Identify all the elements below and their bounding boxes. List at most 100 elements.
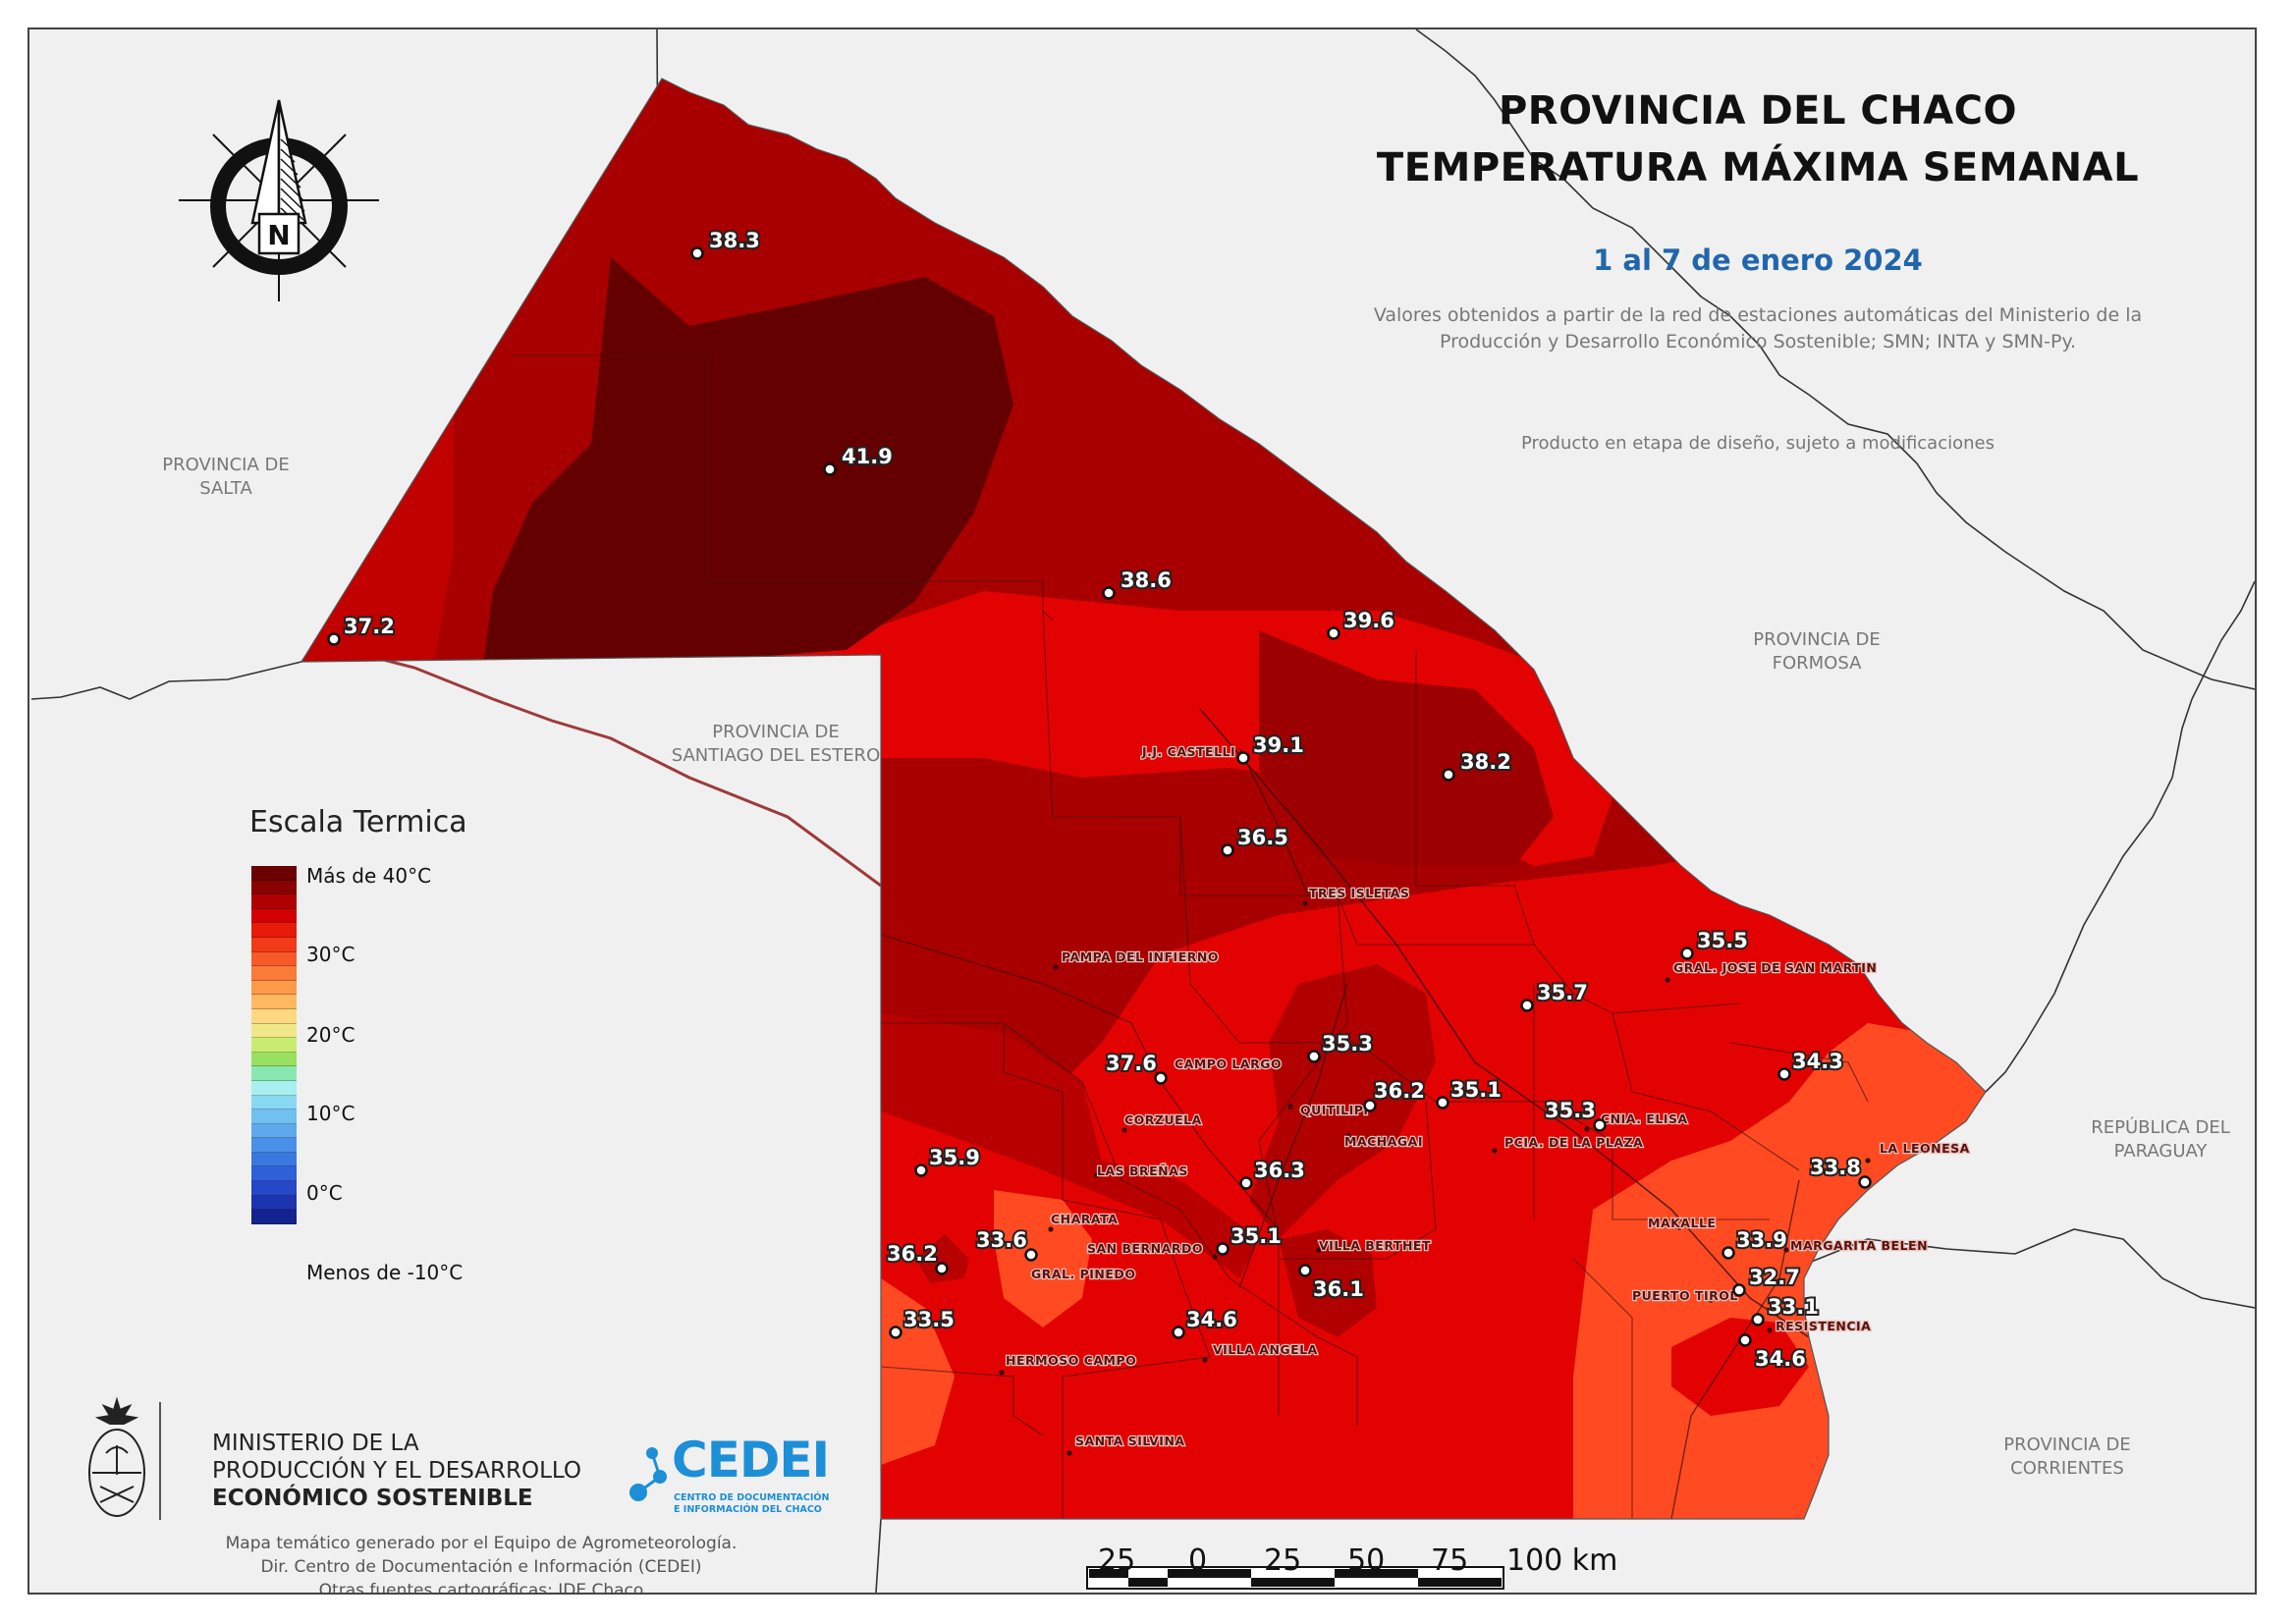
station-marker (1442, 768, 1455, 782)
station-marker (1154, 1071, 1168, 1085)
footer-divider (159, 1402, 161, 1520)
town-label: PAMPA DEL INFIERNO (1062, 949, 1219, 964)
station-marker (1520, 999, 1534, 1012)
town-marker (1767, 1327, 1773, 1333)
station-value-label: 38.2 (1460, 750, 1511, 774)
legend-swatch (251, 1138, 297, 1153)
legend-swatch (251, 951, 297, 967)
title-line-2: TEMPERATURA MÁXIMA SEMANAL (1376, 145, 2140, 190)
station-marker (1722, 1246, 1735, 1260)
town-marker (1492, 1148, 1498, 1154)
town-label: SAN BERNARDO (1087, 1241, 1203, 1256)
legend-swatch (251, 894, 297, 909)
legend-label-0: 0°C (306, 1181, 343, 1205)
town-marker (1345, 1133, 1351, 1139)
station-value-label: 38.3 (709, 229, 760, 252)
north-label: N (267, 219, 290, 251)
town-label: MARGARITA BELEN (1790, 1238, 1928, 1253)
station-marker (823, 462, 837, 476)
town-label: LAS BREÑAS (1097, 1163, 1188, 1178)
station-value-label: 33.5 (903, 1308, 955, 1331)
legend-swatch (251, 995, 297, 1009)
station-value-label: 35.3 (1545, 1099, 1596, 1122)
station-value-label: 35.3 (1322, 1032, 1373, 1055)
station-value-label: 33.1 (1768, 1295, 1819, 1319)
town-label: CAMPO LARGO (1175, 1056, 1282, 1071)
region-corrientes: PROVINCIA DE CORRIENTES (2003, 1434, 2131, 1479)
legend-swatch (251, 1080, 297, 1096)
station-value-label: 41.9 (842, 445, 893, 468)
scale-tick-0: 0 (1188, 1543, 1208, 1578)
station-marker (1216, 1242, 1230, 1256)
station-marker (327, 632, 341, 646)
station-marker (1102, 586, 1116, 600)
scale-bar (1086, 1566, 1504, 1590)
town-label: GRAL. PINEDO (1031, 1267, 1135, 1281)
town-label: QUITILIPI (1300, 1103, 1369, 1117)
town-marker (1121, 1127, 1127, 1133)
legend-swatch (251, 1066, 297, 1081)
map-credits: Mapa temático generado por el Equipo de … (225, 1534, 738, 1595)
town-label: SANTA SILVINA (1075, 1434, 1185, 1448)
town-label: LA LEONESA (1880, 1141, 1970, 1156)
station-marker (1593, 1118, 1607, 1132)
ministry-name: MINISTERIO DE LA PRODUCCIÓN Y EL DESARRO… (212, 1431, 582, 1511)
legend-swatches (251, 866, 297, 1224)
station-value-label: 32.7 (1749, 1266, 1800, 1289)
legend-swatch (251, 866, 297, 881)
town-label: PUERTO TIROL (1632, 1288, 1738, 1303)
station-marker (1363, 1099, 1377, 1112)
legend-swatch (251, 1023, 297, 1039)
town-marker (1066, 1450, 1072, 1456)
scale-tick-25: 25 (1264, 1543, 1302, 1578)
station-value-label: 39.1 (1253, 733, 1304, 757)
legend-swatch (251, 1181, 297, 1196)
station-marker (914, 1163, 928, 1177)
town-marker (1202, 1357, 1208, 1363)
station-marker (1172, 1325, 1185, 1339)
station-marker (1738, 1333, 1752, 1347)
town-marker (1287, 1104, 1293, 1109)
town-marker (1048, 1226, 1054, 1232)
town-label: CHARATA (1051, 1212, 1118, 1226)
scale-tick-75: 75 (1431, 1543, 1469, 1578)
legend-swatch (251, 966, 297, 981)
town-marker (1302, 900, 1308, 906)
station-marker (935, 1262, 949, 1275)
station-value-label: 33.8 (1810, 1156, 1861, 1179)
town-label: CORZUELA (1124, 1112, 1202, 1127)
town-marker (1584, 1126, 1590, 1132)
town-label: MAKALLE (1648, 1216, 1716, 1230)
station-marker (1436, 1096, 1449, 1109)
region-salta: PROVINCIA DE SALTA (162, 455, 290, 499)
legend-label-min: Menos de -10°C (306, 1261, 464, 1284)
town-marker (1676, 1224, 1682, 1230)
town-marker (1053, 964, 1059, 970)
station-value-label: 34.6 (1755, 1347, 1806, 1371)
legend-swatch (251, 1109, 297, 1124)
source-note-1: Valores obtenidos a partir de la red de … (1373, 304, 2143, 326)
station-marker (1298, 1264, 1312, 1277)
station-value-label: 34.3 (1792, 1050, 1843, 1073)
legend-swatch (251, 1052, 297, 1067)
legend-swatch (251, 1038, 297, 1053)
station-marker (1751, 1313, 1765, 1326)
town-label: VILLA BERTHET (1319, 1238, 1431, 1253)
legend-label-10: 10°C (306, 1102, 355, 1125)
station-value-label: 36.2 (1374, 1079, 1425, 1103)
region-formosa: PROVINCIA DE FORMOSA (1753, 629, 1881, 674)
disclaimer-note: Producto en etapa de diseño, sujeto a mo… (1520, 433, 1995, 454)
legend-swatch (251, 1152, 297, 1167)
station-value-label: 35.1 (1230, 1224, 1282, 1248)
cedei-subtitle: CENTRO DE DOCUMENTACIÓN E INFORMACIÓN DE… (674, 1492, 830, 1515)
town-marker (1665, 977, 1670, 983)
north-arrow: N (179, 99, 379, 301)
town-marker (1094, 1172, 1100, 1178)
station-value-label: 34.6 (1186, 1308, 1237, 1331)
town-label: PCIA. DE LA PLAZA (1504, 1135, 1643, 1150)
town-label: HERMOSO CAMPO (1006, 1353, 1136, 1368)
station-marker (889, 1325, 902, 1339)
station-marker (1732, 1283, 1746, 1297)
scale-tick-50: 50 (1347, 1543, 1386, 1578)
legend-swatch (251, 1210, 297, 1224)
